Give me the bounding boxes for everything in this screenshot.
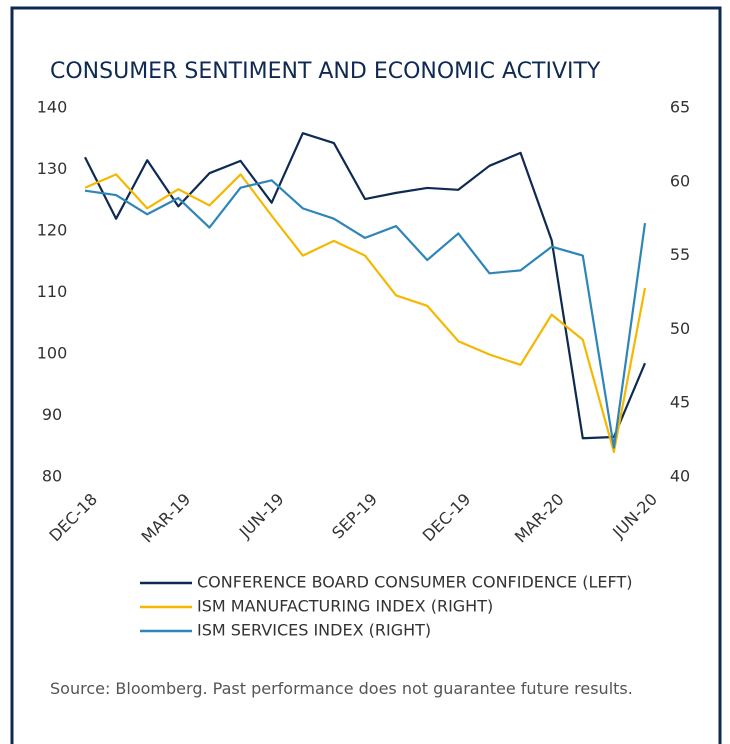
y2-tick-label: 50 xyxy=(670,319,690,338)
y2-tick-label: 65 xyxy=(670,98,690,117)
legend-label: ISM MANUFACTURING INDEX (RIGHT) xyxy=(197,597,493,616)
chart-title: CONSUMER SENTIMENT AND ECONOMIC ACTIVITY xyxy=(50,59,601,84)
frame xyxy=(10,6,722,744)
x-tick-label: JUN-20 xyxy=(608,490,661,543)
x-tick-label: DEC-19 xyxy=(419,490,475,546)
y-tick-label: 100 xyxy=(37,344,68,363)
x-tick-label: SEP-19 xyxy=(328,490,381,543)
series-line xyxy=(84,173,647,454)
y-tick-label: 130 xyxy=(37,159,68,178)
x-tick-label: MAR-19 xyxy=(138,490,195,547)
y-tick-label: 110 xyxy=(37,282,68,301)
legend-label: CONFERENCE BOARD CONSUMER CONFIDENCE (LE… xyxy=(197,573,632,592)
y-tick-label: 140 xyxy=(37,98,68,117)
series-line xyxy=(84,179,647,449)
source-note: Source: Bloomberg. Past performance does… xyxy=(50,679,633,698)
x-tick-label: MAR-20 xyxy=(511,490,568,547)
legend-label: ISM SERVICES INDEX (RIGHT) xyxy=(197,621,431,640)
y-tick-label: 80 xyxy=(42,467,62,486)
y-tick-label: 90 xyxy=(42,405,62,424)
y2-tick-label: 40 xyxy=(670,467,690,486)
y2-tick-label: 55 xyxy=(670,245,690,264)
y2-tick-label: 60 xyxy=(670,171,690,190)
y-tick-label: 120 xyxy=(37,221,68,240)
y2-tick-label: 45 xyxy=(670,393,690,412)
x-tick-label: JUN-19 xyxy=(235,490,288,543)
series-line xyxy=(84,132,647,440)
x-tick-label: DEC-18 xyxy=(45,490,101,546)
